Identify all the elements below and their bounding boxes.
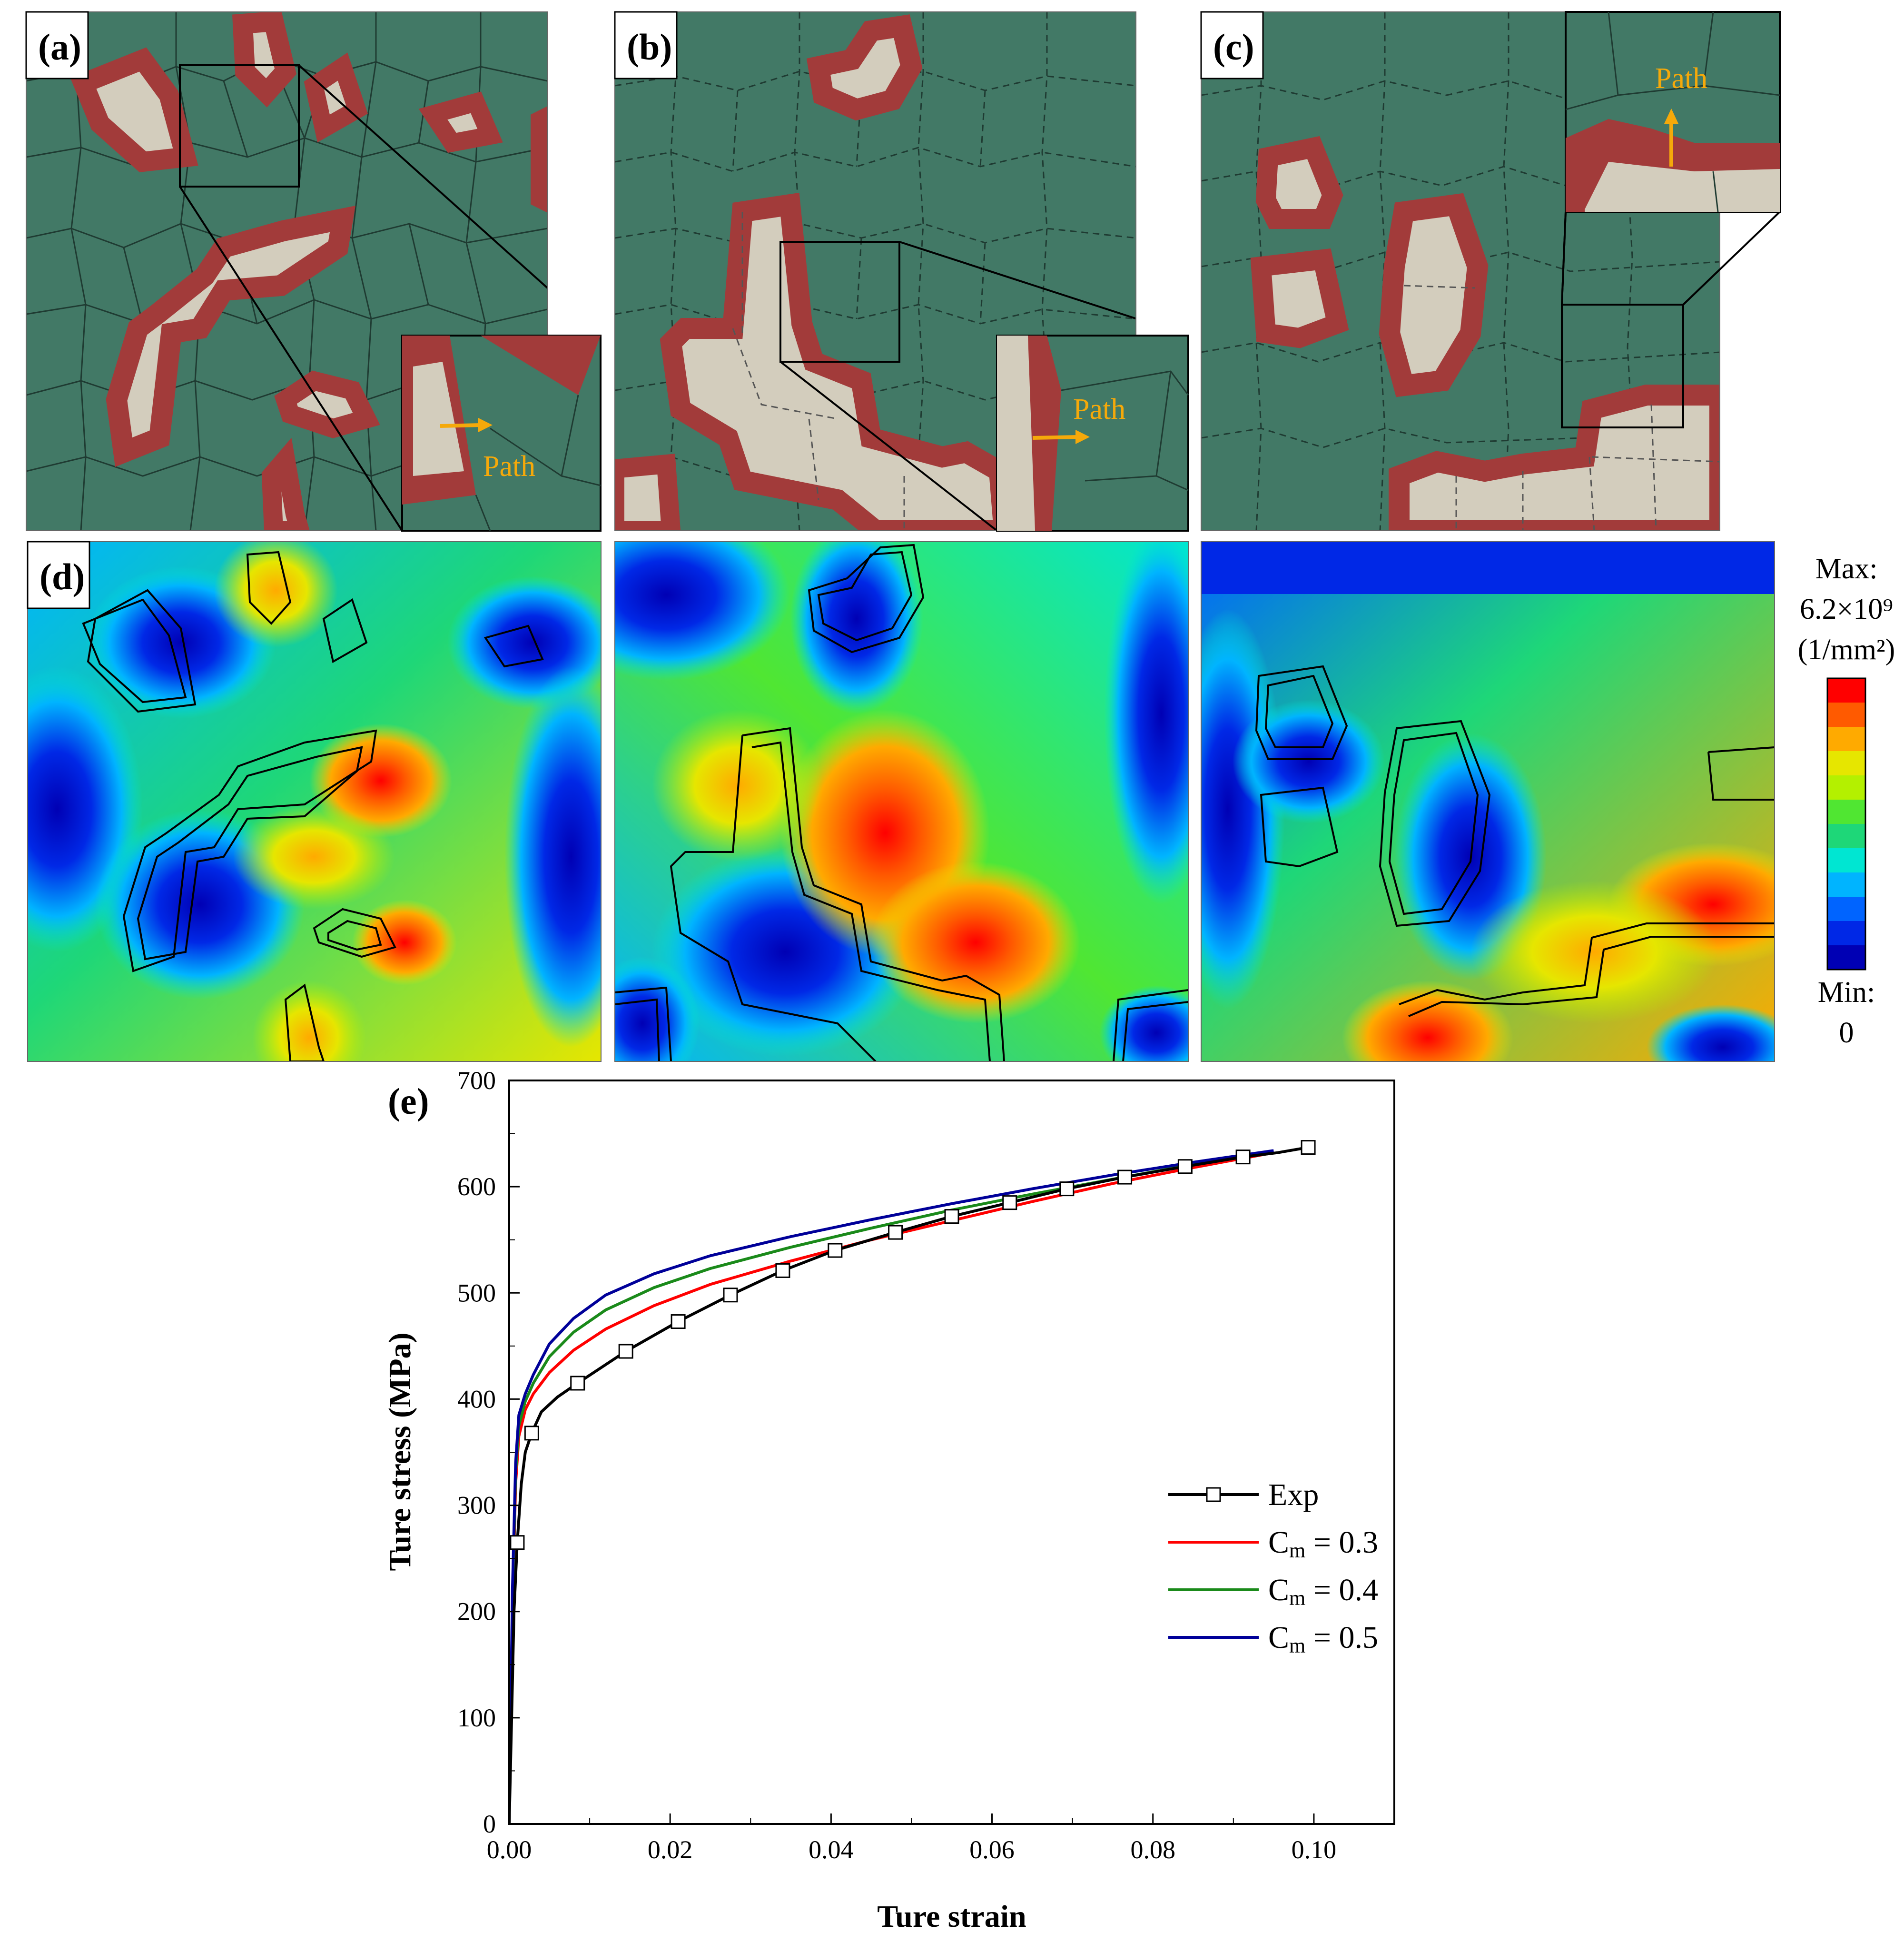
x-tick-label: 0.06 (969, 1835, 1015, 1864)
colorbar-swatch (1827, 824, 1865, 849)
y-tick-label: 300 (457, 1491, 496, 1520)
legend-label: Cm = 0.4 (1268, 1573, 1378, 1610)
y-axis-title: Ture stress (MPa) (383, 1332, 417, 1571)
panel-label-a: (a) (38, 26, 81, 68)
colorbar-swatches (1827, 678, 1865, 970)
plot-frame (508, 1080, 1395, 1825)
colorbar-swatch (1827, 897, 1865, 921)
panel-c-microstructure: Path (c) (1200, 11, 1781, 531)
exp-marker (510, 1535, 525, 1550)
x-tick-label: 0.10 (1292, 1835, 1337, 1864)
y-tick-label: 0 (483, 1810, 496, 1838)
series-line-cm-0.4 (508, 1150, 1274, 1824)
colorbar-swatch (1827, 921, 1865, 946)
colorbar: Max: 6.2×10⁹ (1/mm²) Min: 0 (1798, 553, 1895, 1049)
panel-label-e: (e) (388, 1080, 429, 1122)
exp-marker (570, 1376, 585, 1391)
panel-e-chart: (e) 0.00 0.02 0.04 0.06 0.08 0.10 0 100 200 300 40… (383, 1066, 1395, 1934)
colorbar-swatch (1827, 872, 1865, 897)
exp-marker (618, 1344, 633, 1359)
exp-marker (775, 1263, 790, 1278)
x-tick-label: 0.04 (809, 1835, 854, 1864)
zoom-region-a (179, 64, 300, 188)
exp-marker (888, 1225, 903, 1240)
exp-marker (723, 1288, 738, 1303)
panel-label-d: (d) (39, 556, 85, 597)
exp-marker (1002, 1195, 1017, 1210)
y-tick-label: 400 (457, 1385, 496, 1413)
exp-marker (1301, 1140, 1316, 1155)
colorbar-min-value: 0 (1839, 1017, 1854, 1049)
colorbar-min-label: Min: (1818, 976, 1875, 1009)
colorbar-unit: (1/mm²) (1798, 634, 1895, 666)
exp-marker (1059, 1181, 1075, 1197)
exp-marker (1235, 1149, 1251, 1165)
legend-label: Cm = 0.5 (1268, 1620, 1378, 1657)
legend-label: Cm = 0.3 (1268, 1525, 1378, 1562)
x-axis-title: Ture strain (877, 1899, 1026, 1934)
colorbar-swatch (1827, 800, 1865, 824)
panel-a-inset: Path (401, 335, 602, 532)
exp-marker (671, 1314, 686, 1329)
colorbar-max-label: Max: (1815, 553, 1878, 585)
panel-d-field-1: (d) (27, 541, 602, 1062)
panel-d-field-3 (1201, 541, 1775, 1062)
exp-marker (1177, 1159, 1193, 1174)
y-tick-label: 100 (457, 1704, 496, 1732)
colorbar-swatch (1827, 703, 1865, 727)
legend-marker (1206, 1487, 1221, 1502)
y-tick-label: 700 (457, 1066, 496, 1095)
panel-label-b: (b) (627, 26, 672, 68)
panel-a-microstructure: Path (a) (25, 11, 602, 532)
panel-d-field-2 (614, 541, 1189, 1062)
particles (70, 12, 547, 531)
colorbar-swatch (1827, 678, 1865, 703)
y-tick-label: 600 (457, 1172, 496, 1201)
colorbar-swatch (1827, 945, 1865, 970)
path-label: Path (1655, 62, 1707, 95)
y-tick-label: 200 (457, 1597, 496, 1626)
panel-b-inset: Path (996, 335, 1189, 532)
path-label: Path (483, 450, 535, 483)
colorbar-swatch (1827, 848, 1865, 873)
exp-marker (524, 1426, 539, 1441)
colorbar-max-value: 6.2×10⁹ (1800, 593, 1893, 625)
series-line-cm-0.3 (508, 1151, 1274, 1824)
x-tick-label: 0.08 (1130, 1835, 1175, 1864)
exp-marker (828, 1243, 843, 1258)
colorbar-swatch (1827, 727, 1865, 752)
panel-b-microstructure: Path (b) (614, 11, 1189, 532)
colorbar-swatch (1827, 775, 1865, 800)
colorbar-swatch (1827, 751, 1865, 776)
series-line-cm-0.5 (508, 1149, 1274, 1824)
panel-c-inset: Path (1565, 11, 1781, 213)
legend-label: Exp (1268, 1477, 1319, 1512)
series-line-exp (508, 1146, 1309, 1824)
exp-marker (1117, 1169, 1133, 1185)
path-label: Path (1073, 393, 1125, 426)
x-tick-label: 0.00 (487, 1835, 532, 1864)
exp-marker (944, 1209, 959, 1224)
zoom-connector-a (179, 64, 547, 531)
legend: Exp Cm = 0.3 Cm = 0.4 Cm = 0.5 (1168, 1477, 1378, 1657)
x-tick-label: 0.02 (648, 1835, 693, 1864)
y-tick-label: 500 (457, 1278, 496, 1307)
panel-label-c: (c) (1213, 26, 1254, 68)
